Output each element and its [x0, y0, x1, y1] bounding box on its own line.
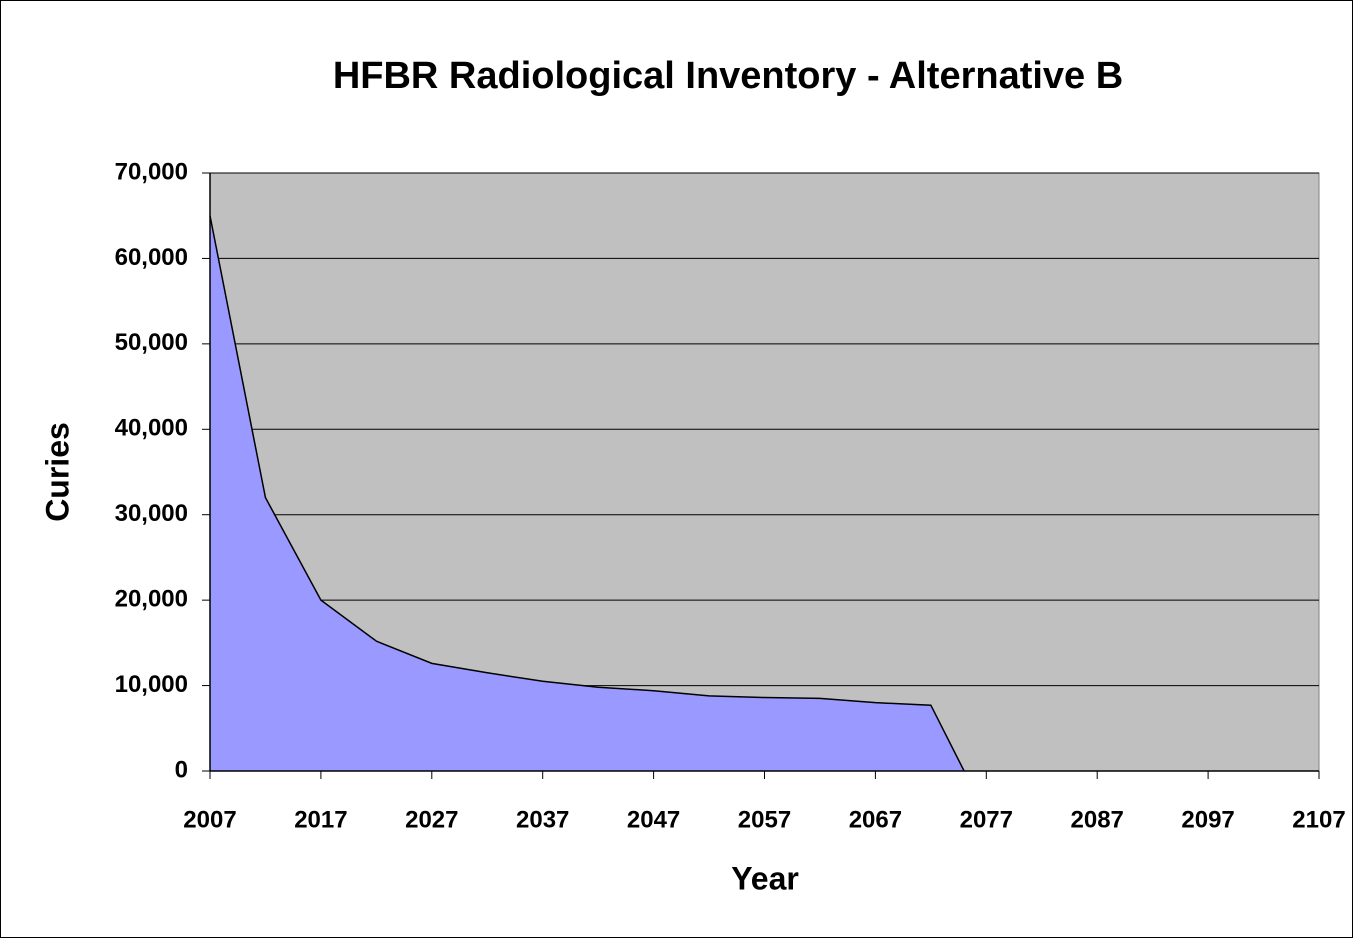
x-tick-label: 2087 [1071, 806, 1124, 833]
area-line [209, 215, 965, 772]
y-tick-label: 60,000 [115, 244, 188, 271]
chart-title: HFBR Radiological Inventory - Alternativ… [333, 55, 1123, 97]
y-tick-label: 40,000 [115, 415, 188, 442]
y-tick-label: 70,000 [115, 158, 188, 185]
x-tick-label: 2027 [405, 806, 458, 833]
x-tick-label: 2007 [183, 806, 236, 833]
x-tick-label: 2067 [849, 806, 902, 833]
x-tick-label: 2077 [960, 806, 1013, 833]
y-tick-label: 20,000 [115, 585, 188, 612]
y-axis-label: Curies [39, 422, 75, 522]
y-tick-label: 0 [175, 756, 188, 783]
y-tick-label: 30,000 [115, 500, 188, 527]
x-tick-label: 2057 [738, 806, 791, 833]
x-tick-label: 2097 [1181, 806, 1234, 833]
area [210, 215, 965, 771]
x-tick-label: 2037 [516, 806, 569, 833]
y-tick-label: 50,000 [115, 329, 188, 356]
x-tick-label: 2107 [1292, 806, 1345, 833]
x-tick-label: 2017 [294, 806, 347, 833]
x-tick-label: 2047 [627, 806, 680, 833]
x-axis-label: Year [731, 860, 799, 896]
y-tick-label: 10,000 [115, 671, 188, 698]
